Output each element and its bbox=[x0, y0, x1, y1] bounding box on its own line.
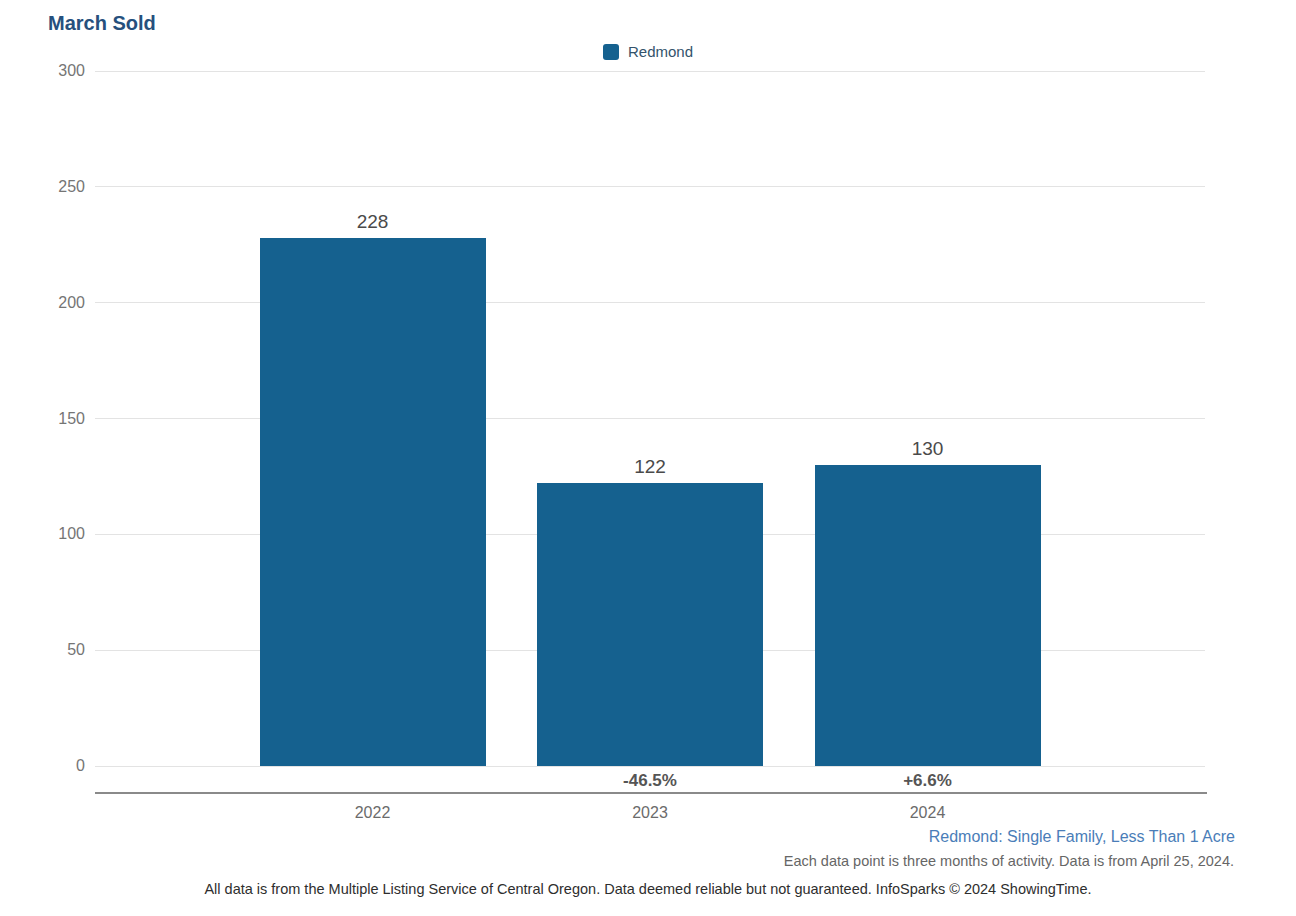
legend-item-redmond[interactable]: Redmond bbox=[603, 43, 693, 60]
y-axis-tick-label-250: 250 bbox=[39, 178, 85, 196]
y-axis-tick-label-200: 200 bbox=[39, 294, 85, 312]
x-axis-label-2022: 2022 bbox=[313, 804, 433, 822]
y-axis-tick-label-100: 100 bbox=[39, 525, 85, 543]
legend-swatch-icon bbox=[603, 44, 619, 60]
bar-change-label-2023: -46.5% bbox=[590, 771, 710, 791]
footer-disclaimer: All data is from the Multiple Listing Se… bbox=[0, 881, 1296, 897]
legend: Redmond bbox=[0, 43, 1296, 60]
infosparks-chart-page: March Sold Redmond Redmond: Single Famil… bbox=[0, 0, 1296, 916]
bar-value-label-2024: 130 bbox=[868, 438, 988, 460]
y-axis-tick-label-0: 0 bbox=[39, 757, 85, 775]
bar-2022[interactable] bbox=[260, 238, 486, 766]
bar-change-label-2024: +6.6% bbox=[868, 771, 988, 791]
x-axis-line bbox=[95, 792, 1207, 794]
legend-label: Redmond bbox=[628, 43, 693, 60]
bar-2023[interactable] bbox=[537, 483, 763, 766]
bar-2024[interactable] bbox=[815, 465, 1041, 766]
bar-value-label-2022: 228 bbox=[313, 211, 433, 233]
gridline-y-250 bbox=[95, 186, 1205, 187]
footer-data-note: Each data point is three months of activ… bbox=[784, 853, 1234, 869]
chart-title: March Sold bbox=[48, 12, 156, 35]
gridline-y-300 bbox=[95, 71, 1205, 72]
bar-value-label-2023: 122 bbox=[590, 456, 710, 478]
y-axis-tick-label-300: 300 bbox=[39, 62, 85, 80]
footer-segment-label[interactable]: Redmond: Single Family, Less Than 1 Acre bbox=[929, 828, 1235, 846]
y-axis-tick-label-150: 150 bbox=[39, 410, 85, 428]
x-axis-label-2023: 2023 bbox=[590, 804, 710, 822]
y-axis-tick-label-50: 50 bbox=[39, 641, 85, 659]
x-axis-label-2024: 2024 bbox=[868, 804, 988, 822]
